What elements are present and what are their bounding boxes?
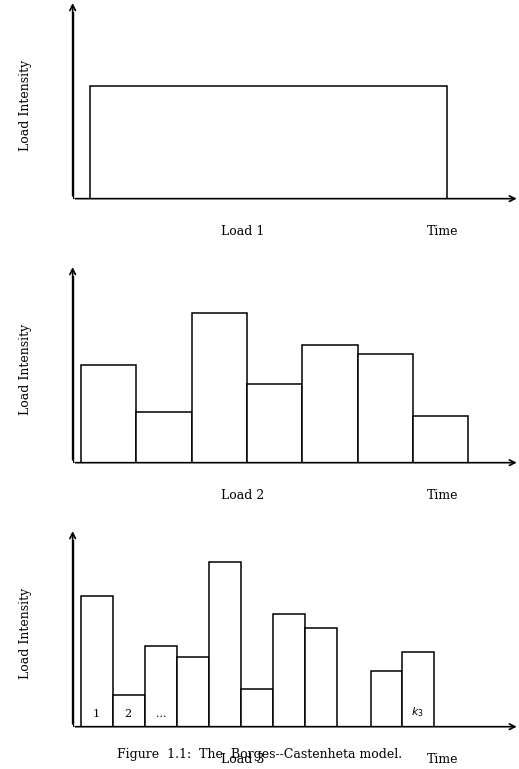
Bar <box>136 412 192 463</box>
Bar <box>247 384 303 463</box>
Bar <box>177 657 209 727</box>
Text: Load 1: Load 1 <box>221 225 265 238</box>
Bar <box>81 365 136 463</box>
Bar <box>413 416 469 463</box>
Bar <box>145 646 177 727</box>
Text: Time: Time <box>427 753 459 766</box>
Text: 2: 2 <box>125 709 131 719</box>
Text: Load 2: Load 2 <box>221 489 265 502</box>
Text: ...: ... <box>156 709 167 719</box>
Bar <box>113 695 145 727</box>
Bar <box>371 671 403 727</box>
Bar <box>81 596 113 727</box>
Bar <box>209 562 241 727</box>
Text: Load Intensity: Load Intensity <box>19 324 32 414</box>
Bar <box>403 652 434 727</box>
Bar <box>241 689 272 727</box>
Text: Load Intensity: Load Intensity <box>19 588 32 679</box>
Text: Time: Time <box>427 225 459 238</box>
Bar <box>358 355 413 463</box>
Text: Time: Time <box>427 489 459 502</box>
Bar <box>90 86 447 198</box>
Text: Load Intensity: Load Intensity <box>19 59 32 151</box>
Bar <box>305 628 336 727</box>
Bar <box>192 313 247 463</box>
Text: 1: 1 <box>92 709 100 719</box>
Text: Figure  1.1:  The  Borges--Castenheta model.: Figure 1.1: The Borges--Castenheta model… <box>117 748 402 761</box>
Bar <box>272 614 305 727</box>
Text: $k_3$: $k_3$ <box>411 705 424 719</box>
Bar <box>303 345 358 463</box>
Text: Load 3: Load 3 <box>221 753 265 766</box>
